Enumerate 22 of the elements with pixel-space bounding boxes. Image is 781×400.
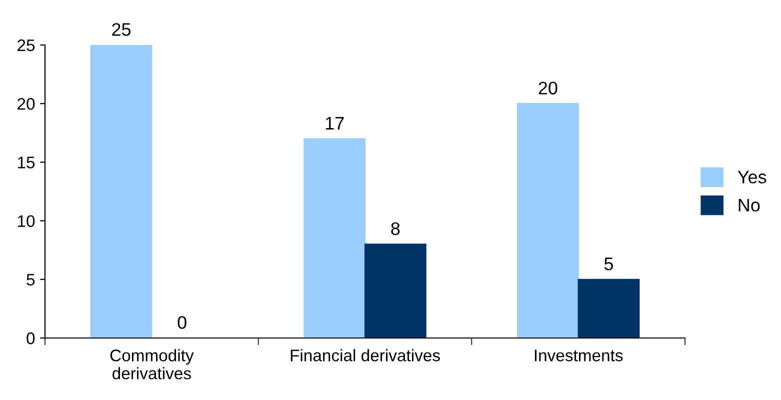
legend-label: Yes [738,170,766,184]
x-tick-label: Financial derivatives [290,349,440,362]
bar [304,138,366,338]
bar [578,278,640,338]
data-label: 8 [391,222,400,236]
x-tick-label: Commodity derivatives [110,349,194,380]
data-label: 20 [538,82,558,94]
data-label: 25 [112,23,131,36]
y-tick-label: 10 [18,215,35,228]
y-tick-label: 15 [18,156,35,168]
y-tick-label: 20 [18,98,35,110]
y-tick-label: 25 [18,39,35,52]
data-label: 0 [178,316,186,329]
y-tick-label: 5 [26,274,35,286]
bar [90,45,152,338]
data-label: 5 [604,258,613,270]
x-tick-label: Investments [534,350,623,362]
bar [516,103,579,338]
data-label: 17 [326,117,344,130]
bar [364,244,426,338]
legend-label: No [738,198,760,212]
y-tick-label: 0 [26,332,35,344]
